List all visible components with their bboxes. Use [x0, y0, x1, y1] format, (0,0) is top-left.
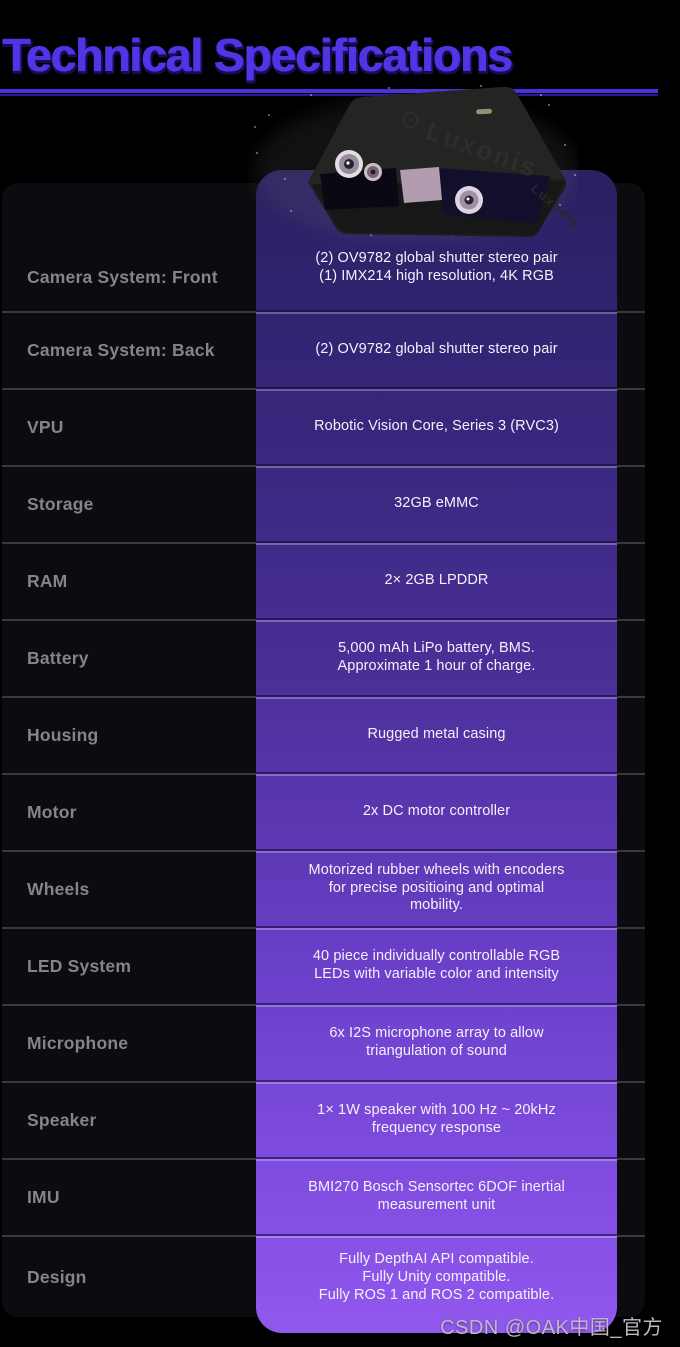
table-row: Motorized rubber wheels with encoders fo… [256, 849, 617, 926]
left-glass-window [320, 168, 399, 210]
table-row: 2x DC motor controller [256, 772, 617, 849]
table-row: 5,000 mAh LiPo battery, BMS. Approximate… [256, 618, 617, 695]
spec-row-label: Housing [27, 725, 99, 745]
stereo-camera-lens-right [455, 186, 483, 214]
table-row: 6x I2S microphone array to allow triangu… [256, 1003, 617, 1080]
table-row: 2× 2GB LPDDR [256, 541, 617, 618]
table-row: BMI270 Bosch Sensortec 6DOF inertial mea… [256, 1157, 617, 1234]
spec-row-label: Battery [27, 648, 89, 668]
top-port-slot [476, 108, 493, 115]
spec-row-value: 6x I2S microphone array to allow triangu… [329, 1024, 544, 1059]
spec-row-label: LED System [27, 956, 132, 976]
spec-row-label: RAM [27, 571, 68, 591]
spec-row-value: Rugged metal casing [367, 725, 506, 742]
spec-row-label: VPU [27, 417, 64, 437]
spec-row-label: Camera System: Back [27, 340, 215, 360]
watermark: CSDN @OAK中国_官方 [440, 1317, 663, 1339]
spec-row-label: IMU [27, 1187, 60, 1207]
spec-row-value: Motorized rubber wheels with encoders fo… [308, 861, 565, 914]
spec-row-value: Robotic Vision Core, Series 3 (RVC3) [314, 417, 559, 434]
device-photo: Luxonis Luxonis [254, 85, 578, 242]
spec-row-value: 1× 1W speaker with 100 Hz ~ 20kHz freque… [317, 1101, 556, 1136]
table-row: 32GB eMMC [256, 464, 617, 541]
spec-row-label: Design [27, 1266, 87, 1287]
spec-row-value: 32GB eMMC [394, 494, 479, 511]
table-row: Camera System: Front [2, 183, 645, 311]
spec-value-column: (2) OV9782 global shutter stereo pair (1… [256, 170, 617, 1333]
spec-row-label: Microphone [27, 1033, 129, 1053]
spec-row-value: 40 piece individually controllable RGB L… [312, 947, 561, 982]
spec-row-value: Fully DepthAI API compatible. Fully Unit… [318, 1251, 555, 1303]
table-row: Robotic Vision Core, Series 3 (RVC3) [256, 387, 617, 464]
stereo-camera-lens-left [335, 150, 363, 178]
spec-row-value: 2× 2GB LPDDR [384, 571, 489, 588]
table-row: 40 piece individually controllable RGB L… [256, 926, 617, 1003]
spec-row-value: 5,000 mAh LiPo battery, BMS. Approximate… [337, 639, 536, 674]
spec-row-value: 2x DC motor controller [362, 802, 511, 819]
table-row: (2) OV9782 global shutter stereo pair [256, 310, 617, 387]
table-row: (2) OV9782 global shutter stereo pair (1… [256, 170, 617, 310]
page-title: Technical Specifications [2, 29, 512, 81]
spec-row-label: Wheels [27, 879, 90, 899]
center-sensor-window [400, 167, 442, 203]
spec-row-label: Speaker [27, 1110, 97, 1130]
table-row: Rugged metal casing [256, 695, 617, 772]
spec-row-label: Camera System: Front [27, 267, 218, 287]
secondary-camera-lens [364, 163, 382, 181]
table-row: 1× 1W speaker with 100 Hz ~ 20kHz freque… [256, 1080, 617, 1157]
spec-row-value: BMI270 Bosch Sensortec 6DOF inertial mea… [308, 1178, 565, 1213]
spec-row-value: (2) OV9782 global shutter stereo pair [315, 340, 558, 357]
spec-row-value: (2) OV9782 global shutter stereo pair (1… [315, 250, 558, 285]
spec-row-label: Motor [27, 802, 77, 822]
table-row: Fully DepthAI API compatible. Fully Unit… [256, 1234, 617, 1333]
title-underline [0, 89, 658, 98]
spec-row-label: Storage [27, 494, 94, 514]
device-top-face [308, 86, 565, 186]
